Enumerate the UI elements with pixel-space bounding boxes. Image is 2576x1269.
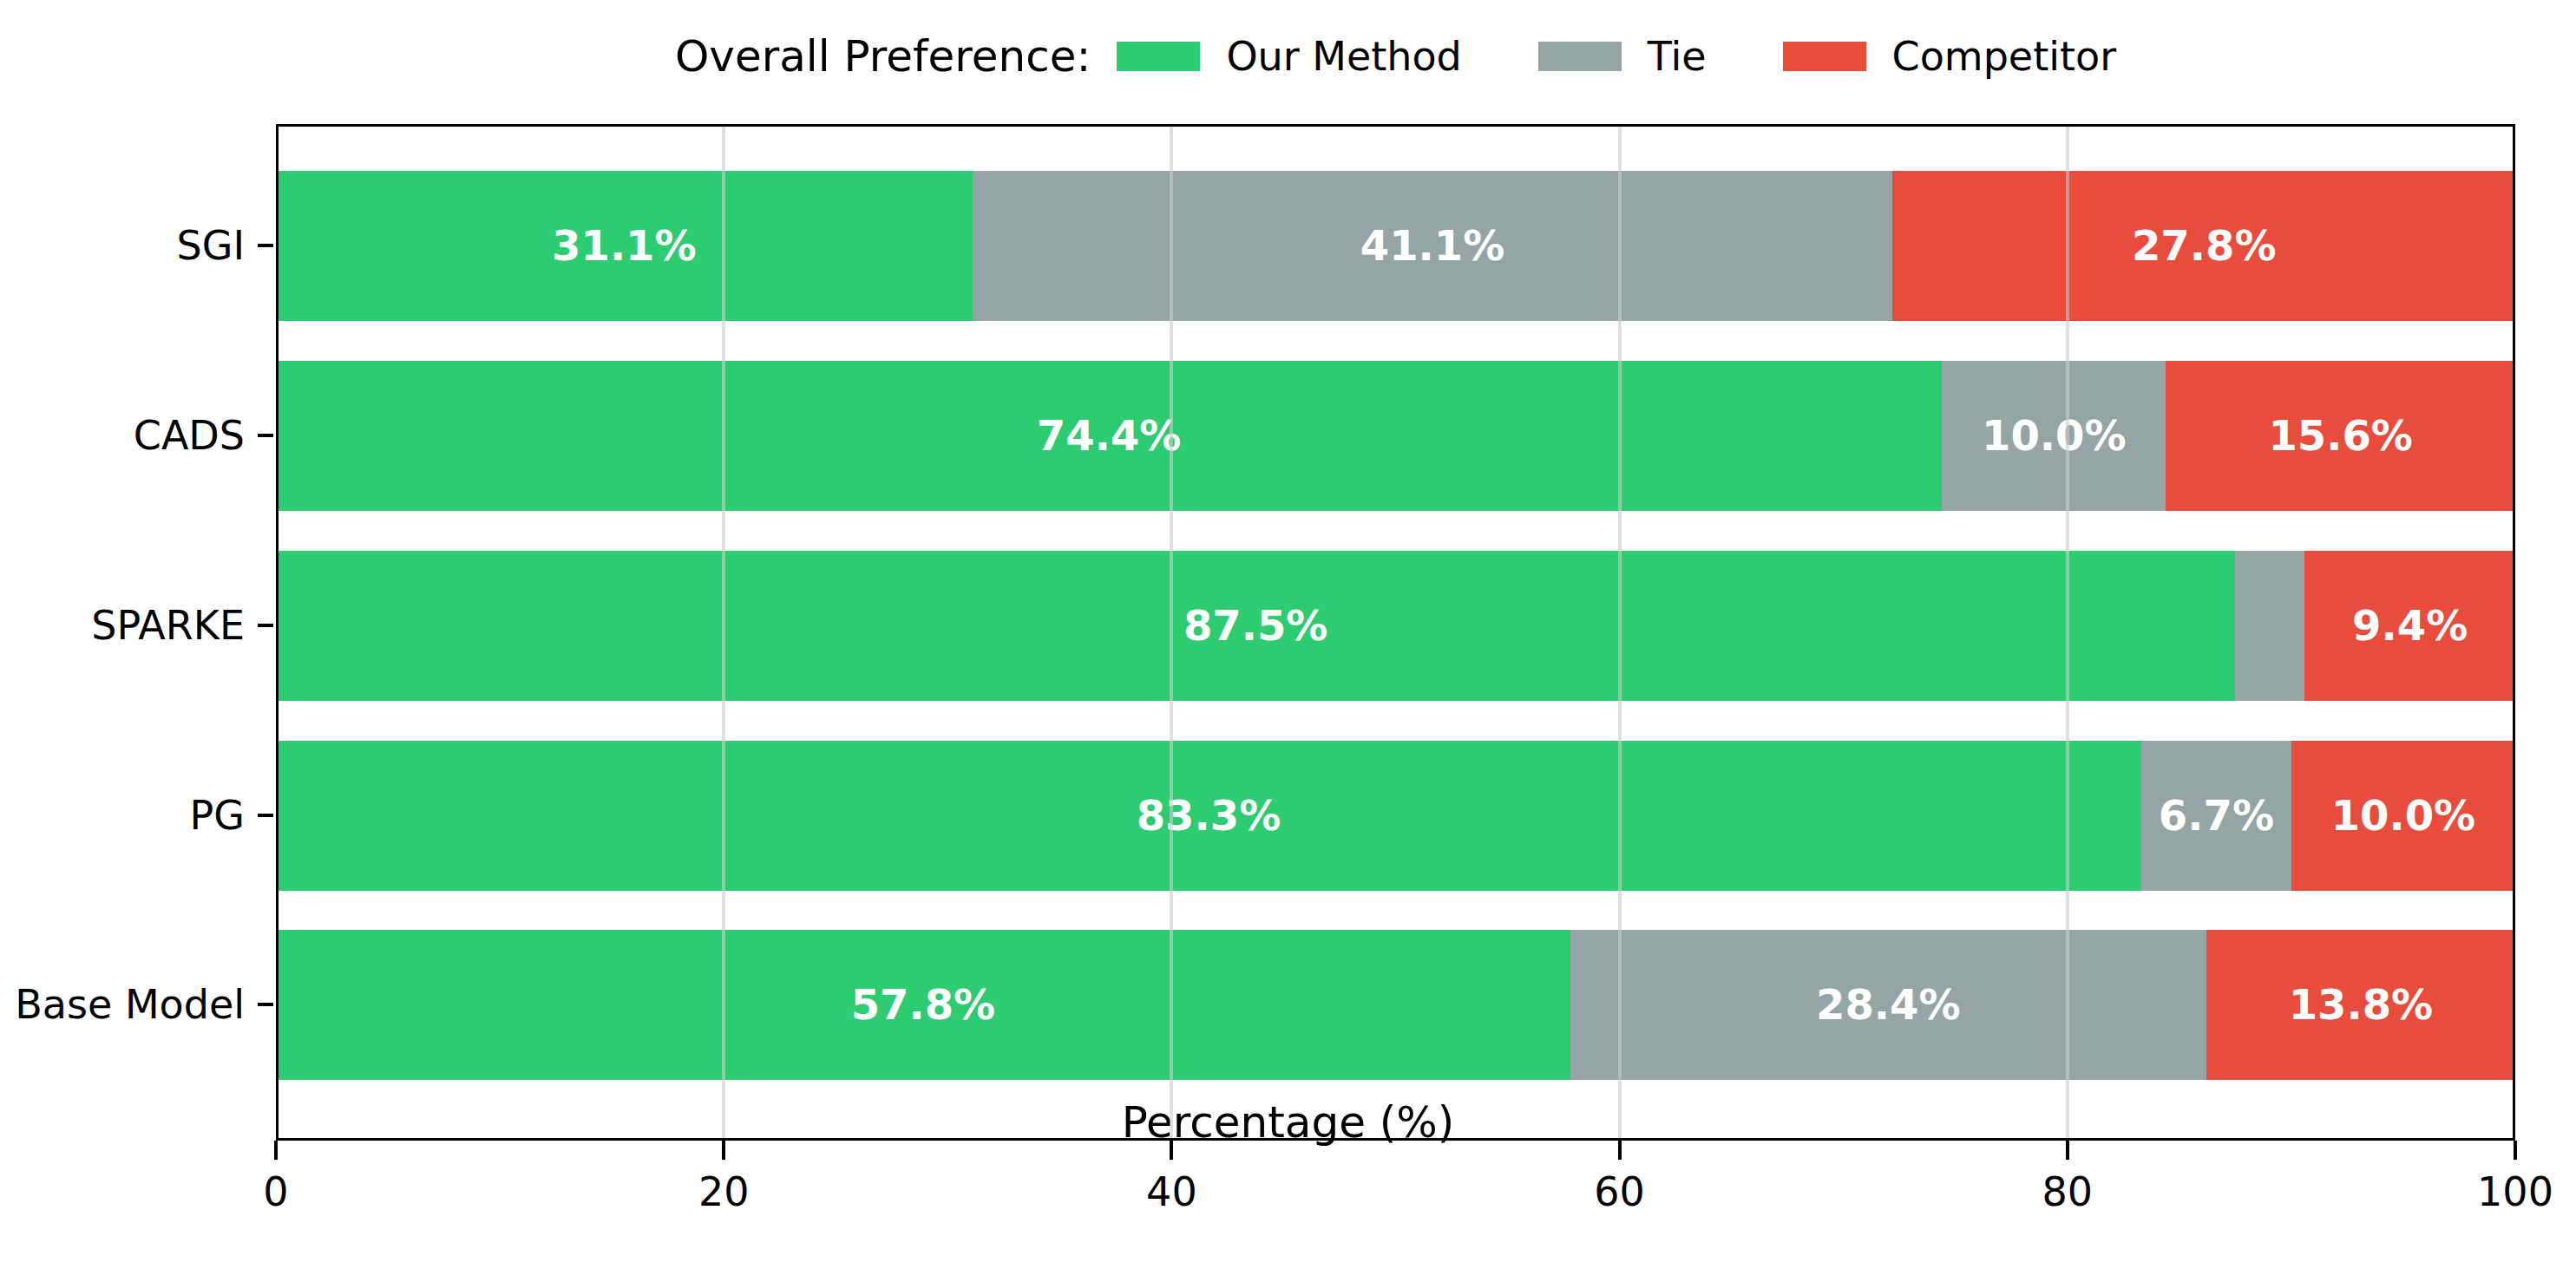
bar-segment-label: 15.6%	[2268, 411, 2413, 460]
legend-item-label: Our Method	[1226, 33, 1461, 80]
bar-row: 57.8% 28.4% 13.8%	[276, 930, 2515, 1080]
bar-segment-label: 31.1%	[552, 221, 697, 270]
bar-segment: 13.8%	[2206, 930, 2515, 1080]
bar-row: 83.3% 6.7% 10.0%	[276, 741, 2515, 891]
x-tick-mark	[722, 1141, 725, 1160]
bar-segment-label: 87.5%	[1183, 601, 1328, 650]
y-tick-mark	[258, 624, 273, 627]
legend-swatch-icon	[1538, 42, 1622, 71]
legend-title: Overall Preference:	[675, 31, 1091, 82]
bar-segment: 87.5%	[276, 551, 2235, 701]
x-tick-mark	[2066, 1141, 2069, 1160]
bar-row: 74.4% 10.0% 15.6%	[276, 361, 2515, 511]
x-tick-label: 20	[698, 1168, 750, 1215]
bar-segment-label: 41.1%	[1360, 221, 1505, 270]
y-tick-mark	[258, 1003, 273, 1006]
x-tick-label: 60	[1594, 1168, 1645, 1215]
x-tick-mark	[274, 1141, 278, 1160]
bar-segment: 83.3%	[276, 741, 2141, 891]
bar-segment-label: 27.8%	[2132, 221, 2277, 270]
bar-segment: 41.1%	[973, 171, 1893, 321]
legend-swatch-icon	[1783, 42, 1866, 71]
bar-segment-label: 10.0%	[2331, 791, 2476, 840]
x-tick-mark	[2514, 1141, 2517, 1160]
legend-item: Tie	[1538, 33, 1707, 80]
y-tick-label: SGI	[0, 222, 245, 269]
bar-segment: 74.4%	[276, 361, 1942, 511]
gridline	[1170, 124, 1173, 1141]
legend-swatch-icon	[1117, 42, 1200, 71]
bar-segment: 31.1%	[276, 171, 973, 321]
bar-segment-label: 28.4%	[1816, 980, 1961, 1029]
bar-segment: 10.0%	[2291, 741, 2515, 891]
x-tick-label: 40	[1146, 1168, 1197, 1215]
bar-segment: 57.8%	[276, 930, 1570, 1080]
gridline	[1618, 124, 1622, 1141]
y-tick-label: SPARKE	[0, 602, 245, 649]
x-tick-mark	[1618, 1141, 1622, 1160]
legend-item-label: Competitor	[1892, 33, 2116, 80]
bar-segment-label: 10.0%	[1982, 411, 2127, 460]
gridline	[2066, 124, 2069, 1141]
bar-segment: 28.4%	[1570, 930, 2206, 1080]
y-tick-label: CADS	[0, 412, 245, 459]
bar-segment: 6.7%	[2141, 741, 2291, 891]
bar-segment: 15.6%	[2166, 361, 2515, 511]
legend-item-label: Tie	[1648, 33, 1707, 80]
legend: Overall Preference: Our Method Tie Competi…	[276, 31, 2515, 82]
plot-area: 31.1%41.1%27.8%SGI74.4%10.0%15.6%CADS87.…	[276, 124, 2515, 1141]
bar-segment-label: 83.3%	[1137, 791, 1281, 840]
legend-item: Competitor	[1783, 33, 2116, 80]
x-tick-label: 80	[2042, 1168, 2094, 1215]
y-tick-mark	[258, 814, 273, 817]
bar-segment-label: 6.7%	[2159, 791, 2274, 840]
y-tick-label: Base Model	[0, 981, 245, 1028]
legend-item: Our Method	[1117, 33, 1461, 80]
bar-row: 31.1% 41.1% 27.8%	[276, 171, 2515, 321]
y-tick-label: PG	[0, 792, 245, 839]
y-tick-mark	[258, 244, 273, 247]
bar-segment-label: 13.8%	[2289, 980, 2434, 1029]
y-tick-mark	[258, 434, 273, 437]
bar-segment: 27.8%	[1892, 171, 2515, 321]
bar-segment-label: 9.4%	[2352, 601, 2468, 650]
bar-row: 87.5% 9.4%	[276, 551, 2515, 701]
bar-segment-label: 57.8%	[851, 980, 996, 1029]
bar-segment-label: 74.4%	[1037, 411, 1182, 460]
stacked-bar-chart-figure: Overall Preference: Our Method Tie Competi…	[0, 0, 2576, 1269]
bar-segment	[2235, 551, 2304, 701]
x-tick-label: 0	[263, 1168, 288, 1215]
legend-items: Our Method Tie Competitor	[1091, 33, 2116, 80]
bar-segment: 10.0%	[1942, 361, 2166, 511]
gridline	[722, 124, 725, 1141]
bar-segment: 9.4%	[2304, 551, 2515, 701]
x-tick-label: 100	[2477, 1168, 2553, 1215]
